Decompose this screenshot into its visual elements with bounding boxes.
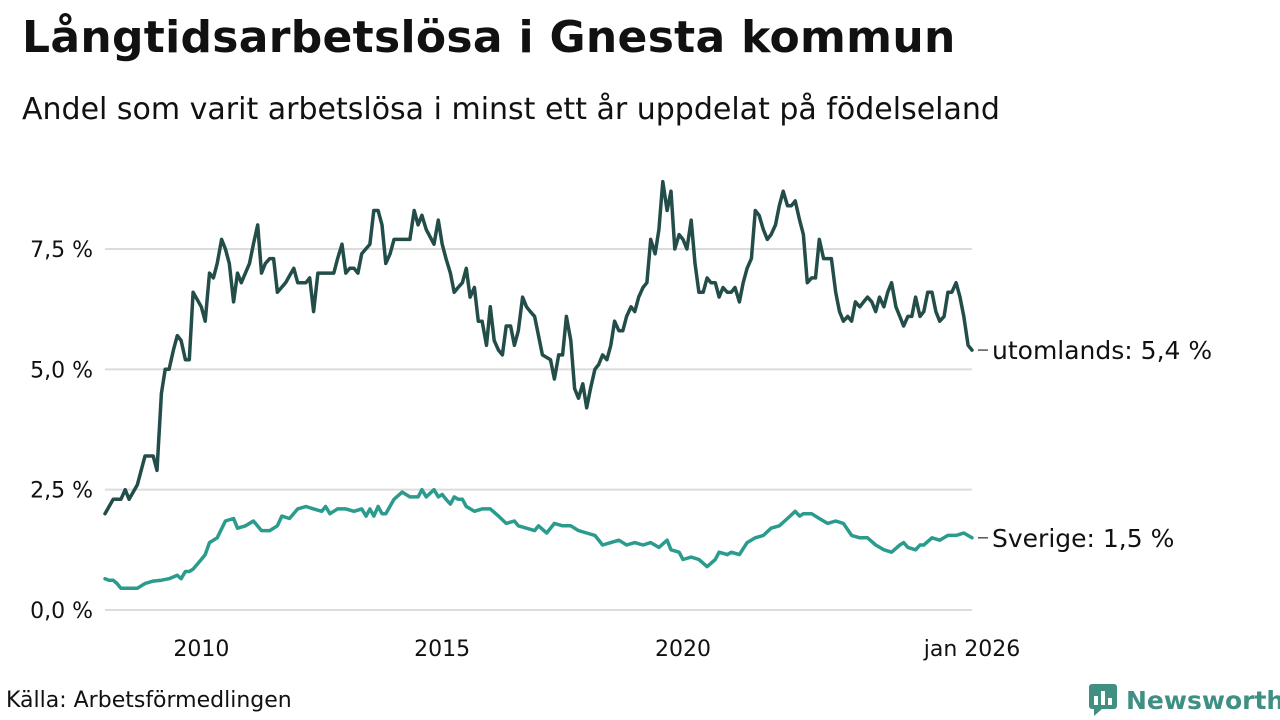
x-tick-label: jan 2026 bbox=[923, 637, 1021, 662]
grid-lines bbox=[105, 248, 972, 611]
y-tick-label: 0,0 % bbox=[30, 599, 93, 624]
x-tick-label: 2020 bbox=[655, 637, 711, 662]
source-note: Källa: Arbetsförmedlingen bbox=[6, 688, 292, 713]
y-axis-tick-labels: 0,0 % 2,5 % 5,0 % 7,5 % bbox=[30, 238, 93, 624]
brand-name: Newsworthy bbox=[1126, 685, 1280, 715]
series-lines bbox=[103, 179, 974, 591]
x-tick-label: 2010 bbox=[173, 637, 229, 662]
end-label-sverige: Sverige: 1,5 % bbox=[992, 524, 1174, 553]
y-tick-label: 2,5 % bbox=[30, 479, 93, 504]
newsworthy-logo-icon bbox=[1089, 684, 1117, 716]
y-tick-label: 5,0 % bbox=[30, 358, 93, 383]
series-end-labels: utomlands: 5,4 % Sverige: 1,5 % bbox=[978, 336, 1212, 553]
y-tick-label: 7,5 % bbox=[30, 238, 93, 263]
x-tick-label: 2015 bbox=[414, 637, 470, 662]
brand-logo: Newsworthy bbox=[1088, 682, 1280, 718]
chart-title: Långtidsarbetslösa i Gnesta kommun bbox=[22, 12, 956, 63]
chart-subtitle: Andel som varit arbetslösa i minst ett å… bbox=[22, 92, 1000, 127]
end-label-utomlands: utomlands: 5,4 % bbox=[992, 336, 1212, 365]
series-line-utomlands bbox=[103, 179, 974, 516]
series-line-sverige bbox=[103, 487, 974, 591]
x-axis-tick-labels: 2010 2015 2020 jan 2026 bbox=[173, 637, 1020, 662]
